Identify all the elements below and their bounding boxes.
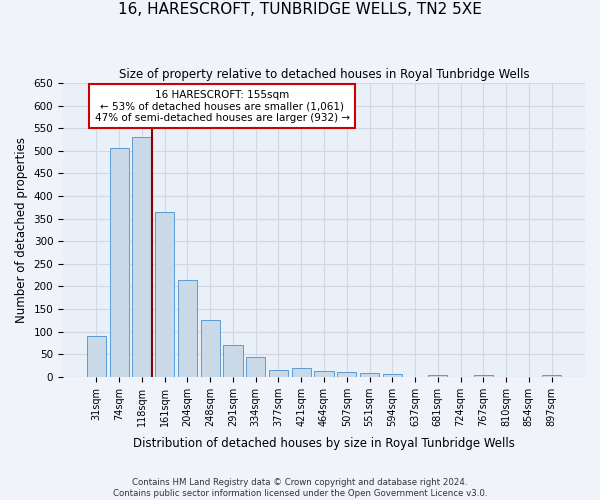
Bar (223, 345, 242, 377)
Bar (314, 372, 334, 377)
Bar (428, 374, 448, 377)
Bar (383, 374, 402, 377)
Title: Size of property relative to detached houses in Royal Tunbridge Wells: Size of property relative to detached ho… (119, 68, 529, 80)
Bar (110, 148, 129, 377)
Bar (337, 372, 356, 377)
Bar (360, 372, 379, 377)
Text: 16 HARESCROFT: 155sqm
← 53% of detached houses are smaller (1,061)
47% of semi-d: 16 HARESCROFT: 155sqm ← 53% of detached … (95, 90, 350, 122)
Y-axis label: Number of detached properties: Number of detached properties (15, 137, 28, 323)
Bar (200, 320, 220, 377)
Bar (87, 336, 106, 377)
Text: Contains HM Land Registry data © Crown copyright and database right 2024.
Contai: Contains HM Land Registry data © Crown c… (113, 478, 487, 498)
Bar (542, 375, 561, 377)
Bar (246, 358, 265, 377)
X-axis label: Distribution of detached houses by size in Royal Tunbridge Wells: Distribution of detached houses by size … (133, 437, 515, 450)
Bar (155, 212, 175, 377)
Bar (292, 368, 311, 377)
Bar (178, 280, 197, 377)
Bar (473, 375, 493, 377)
Bar (132, 138, 152, 377)
Text: 16, HARESCROFT, TUNBRIDGE WELLS, TN2 5XE: 16, HARESCROFT, TUNBRIDGE WELLS, TN2 5XE (118, 2, 482, 18)
Bar (269, 370, 288, 377)
